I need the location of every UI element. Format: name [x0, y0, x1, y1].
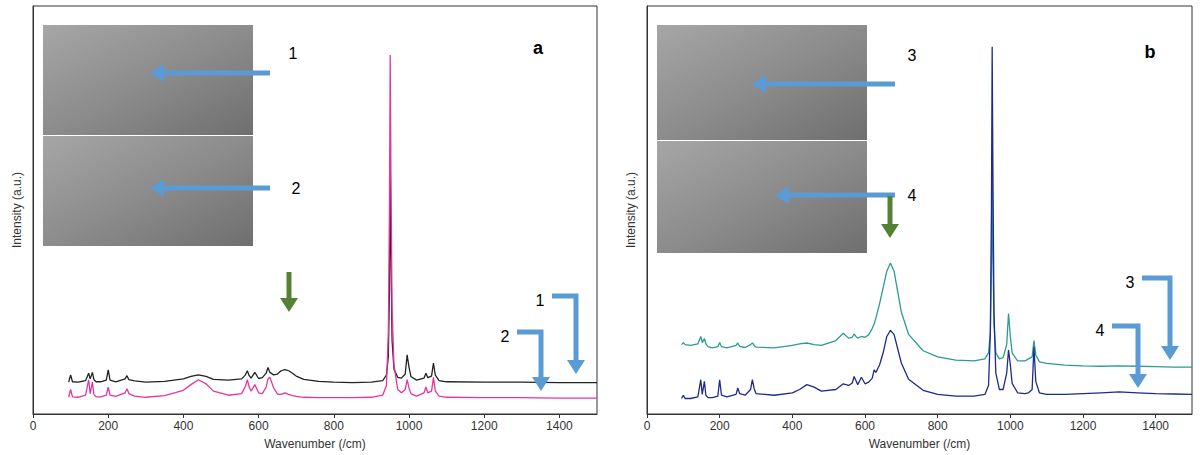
svg-text:200: 200	[710, 419, 730, 433]
svg-text:Wavenumber (/cm): Wavenumber (/cm)	[869, 437, 971, 451]
svg-text:1200: 1200	[471, 419, 498, 433]
svg-text:600: 600	[855, 419, 875, 433]
svg-text:a: a	[533, 38, 544, 58]
svg-text:600: 600	[249, 419, 269, 433]
svg-text:3: 3	[1126, 274, 1135, 291]
svg-text:0: 0	[644, 419, 651, 433]
svg-text:1400: 1400	[546, 419, 573, 433]
svg-text:1: 1	[536, 292, 545, 309]
svg-text:200: 200	[98, 419, 118, 433]
svg-text:4: 4	[908, 187, 917, 204]
svg-text:1200: 1200	[1070, 419, 1097, 433]
svg-text:Intensity (a.u.): Intensity (a.u.)	[624, 172, 638, 248]
svg-text:400: 400	[173, 419, 193, 433]
svg-text:2: 2	[292, 180, 301, 197]
svg-text:b: b	[1145, 42, 1156, 62]
svg-text:1000: 1000	[396, 419, 423, 433]
svg-text:800: 800	[324, 419, 344, 433]
svg-text:Intensity (a.u.): Intensity (a.u.)	[10, 172, 24, 248]
svg-text:400: 400	[782, 419, 802, 433]
svg-text:800: 800	[928, 419, 948, 433]
svg-text:1400: 1400	[1142, 419, 1169, 433]
svg-text:Wavenumber (/cm): Wavenumber (/cm)	[264, 437, 366, 451]
svg-text:3: 3	[908, 47, 917, 64]
svg-text:1000: 1000	[997, 419, 1024, 433]
svg-text:2: 2	[501, 328, 510, 345]
svg-text:4: 4	[1096, 322, 1105, 339]
svg-text:0: 0	[30, 419, 37, 433]
svg-text:1: 1	[289, 45, 298, 62]
